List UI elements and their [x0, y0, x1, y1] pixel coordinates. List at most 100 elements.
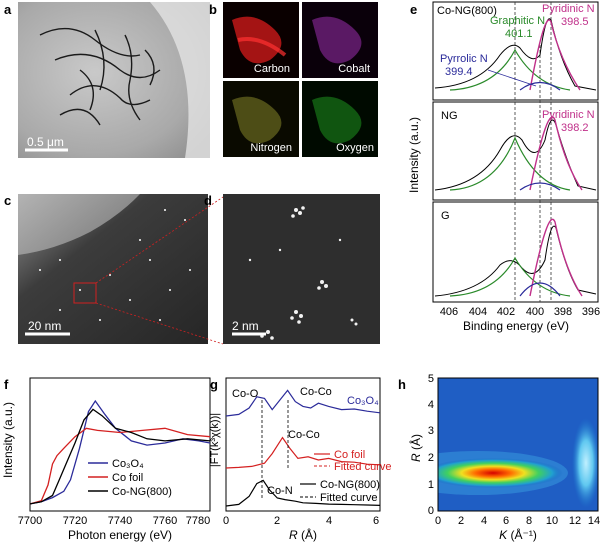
svg-text:7720: 7720	[63, 515, 87, 527]
f-series-co3o4	[30, 399, 210, 505]
svg-text:7740: 7740	[108, 515, 132, 527]
e-frame-1	[432, 1, 599, 101]
panel-letter-c: c	[4, 193, 11, 208]
panel-d: d 2 nm	[204, 193, 380, 344]
g-label-cong: Co-NG(800)	[320, 479, 380, 491]
e-xticks: 406 404 402 400 398 396	[440, 306, 600, 318]
svg-text:1: 1	[428, 479, 434, 491]
atom-clusters-d	[248, 206, 358, 340]
g-xlabel: R (Å)	[289, 527, 317, 542]
map-nitrogen	[223, 81, 299, 157]
panel-f: f Intensity (a.u.) Co₃O₄ Co foil Co-NG(8…	[1, 377, 211, 542]
single-atoms-c	[39, 209, 191, 321]
map-label-nitrogen: Nitrogen	[250, 142, 292, 154]
graphene-sheets	[39, 27, 161, 126]
g-series-cofoil	[226, 436, 380, 469]
g-label-cofoil: Co foil	[334, 449, 365, 461]
g-label-co-n: Co-N	[267, 485, 293, 497]
e-sub2-annot-0: Pyridinic N	[542, 109, 595, 121]
e-co-ng-pyrrolic	[519, 81, 561, 91]
g-label-co-co-2: Co-Co	[288, 429, 320, 441]
g-label-fit-1: Fitted curve	[334, 461, 391, 473]
e-sub1-annot-0: Graphitic N	[490, 15, 545, 27]
panel-letter-d: d	[204, 193, 212, 208]
svg-text:8: 8	[526, 515, 532, 527]
h-yticks: 0 1 2 3 4 5	[428, 373, 434, 517]
svg-text:2: 2	[428, 452, 434, 464]
e-sub2-annot-1: 398.2	[561, 122, 589, 134]
g-label-co3o4: Co₃O₄	[347, 395, 379, 407]
g-series-co3o4	[226, 389, 380, 417]
e-ylabel: Intensity (a.u.)	[407, 117, 421, 193]
e-sub1-annot-2: Pyridinic N	[542, 3, 595, 15]
panel-letter-a: a	[4, 2, 12, 17]
map-label-cobalt: Cobalt	[338, 63, 370, 75]
panel-letter-b: b	[209, 2, 217, 17]
h-hotspot-main	[438, 458, 563, 488]
e-co-ng-pyridinic	[529, 19, 581, 91]
svg-text:404: 404	[469, 306, 487, 318]
scale-label-a: 0.5 μm	[27, 135, 64, 149]
panel-letter-g: g	[210, 377, 218, 392]
g-xticks: 0 2 4 6	[223, 515, 379, 527]
f-series-cofoil	[30, 427, 210, 505]
e-frame-3	[432, 201, 599, 303]
e-g-data	[434, 225, 597, 297]
f-xlabel: Photon energy (eV)	[68, 528, 172, 542]
g-label-fit-2: Fitted curve	[320, 492, 377, 504]
e-sub1-annot-5: 399.4	[445, 66, 473, 78]
svg-text:0: 0	[428, 505, 434, 517]
panel-c: c 20 nm	[4, 193, 224, 345]
panel-g: g |FT(k³χ(k))| Co-O Co-Co Co₃O₄ Co-Co Co…	[209, 377, 391, 542]
g-frame	[225, 377, 381, 512]
e-sub1-annot-1: 401.1	[505, 28, 533, 40]
g-label-co-o: Co-O	[232, 388, 259, 400]
e-g-pyrrolic	[519, 282, 561, 297]
e-sub1-annot-3: 398.5	[561, 16, 589, 28]
svg-text:2: 2	[458, 515, 464, 527]
f-legend-1: Co foil	[112, 472, 143, 484]
e-g-pyridinic	[529, 218, 583, 297]
svg-text:6: 6	[503, 515, 509, 527]
svg-text:4: 4	[326, 515, 332, 527]
svg-text:3: 3	[428, 425, 434, 437]
f-series-cong	[30, 408, 210, 505]
panel-b: b Carbon Cobalt Nitrogen Oxygen	[209, 2, 378, 157]
svg-text:406: 406	[440, 306, 458, 318]
svg-text:0: 0	[435, 515, 441, 527]
e-sub1-annot-4: Pyrrolic N	[440, 53, 488, 65]
f-legend-0: Co₃O₄	[112, 458, 144, 470]
svg-text:402: 402	[497, 306, 515, 318]
e-ng-graphitic	[449, 136, 571, 191]
svg-text:7780: 7780	[186, 515, 210, 527]
svg-text:14: 14	[588, 515, 600, 527]
map-label-oxygen: Oxygen	[336, 142, 374, 154]
scale-label-c: 20 nm	[28, 319, 61, 333]
panel-h: h R (Å) 0 1 2 3 4 5 0 2 4 6 8 10 12 14 K…	[398, 373, 600, 542]
f-legend: Co₃O₄ Co foil Co-NG(800)	[88, 458, 172, 498]
e-ng-pyridinic	[529, 116, 583, 191]
panel-letter-h: h	[398, 377, 406, 392]
svg-text:7760: 7760	[153, 515, 177, 527]
g-ylabel: |FT(k³χ(k))|	[209, 413, 221, 467]
panel-letter-f: f	[4, 377, 9, 392]
f-frame	[29, 377, 211, 512]
h-xticks: 0 2 4 6 8 10 12 14	[435, 515, 600, 527]
svg-text:400: 400	[526, 306, 544, 318]
f-legend-2: Co-NG(800)	[112, 486, 172, 498]
scale-label-d: 2 nm	[232, 319, 259, 333]
g-label-co-co-1: Co-Co	[300, 386, 332, 398]
svg-text:7700: 7700	[18, 515, 42, 527]
svg-text:4: 4	[481, 515, 487, 527]
f-xticks: 7700 7720 7740 7760 7780	[18, 515, 210, 527]
e-g-graphitic	[449, 256, 571, 297]
svg-text:398: 398	[554, 306, 572, 318]
h-xlabel: K (Å⁻¹)	[499, 527, 537, 542]
zoom-box	[73, 282, 97, 304]
h-ylabel: R (Å)	[408, 434, 423, 462]
g-series-cong	[226, 479, 380, 507]
svg-text:2: 2	[274, 515, 280, 527]
svg-text:6: 6	[373, 515, 379, 527]
svg-text:10: 10	[546, 515, 558, 527]
